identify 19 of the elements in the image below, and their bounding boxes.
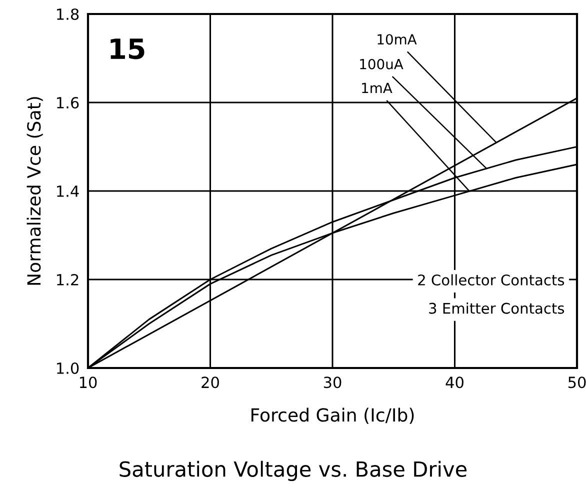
annotation: 3 Emitter Contacts: [429, 302, 564, 314]
y-tick-label: 1.4: [57, 186, 79, 197]
x-axis-title: Forced Gain (Ic/Ib): [252, 408, 414, 424]
x-tick-label: 30: [324, 376, 342, 388]
x-tick-label: 40: [446, 376, 464, 388]
y-tick-label: 1.0: [57, 362, 79, 374]
text: 100uA: [360, 58, 404, 70]
annotation: 2 Collector Contacts: [418, 274, 564, 286]
y-tick-label: 1.8: [57, 8, 79, 20]
x-tick-label: 20: [202, 376, 219, 388]
text: 10mA: [378, 34, 417, 45]
text: 1mA: [362, 82, 392, 94]
text: Saturation Voltage vs. Base Drive: [120, 460, 467, 481]
y-axis-title: Normalized Vce (Sat): [26, 97, 43, 285]
x-tick-label: 10: [80, 376, 97, 388]
y-tick-label: 1.2: [57, 274, 78, 286]
annotation: 15: [110, 38, 144, 60]
y-tick-label: 1.6: [57, 96, 79, 109]
x-tick-label: 50: [568, 376, 586, 388]
